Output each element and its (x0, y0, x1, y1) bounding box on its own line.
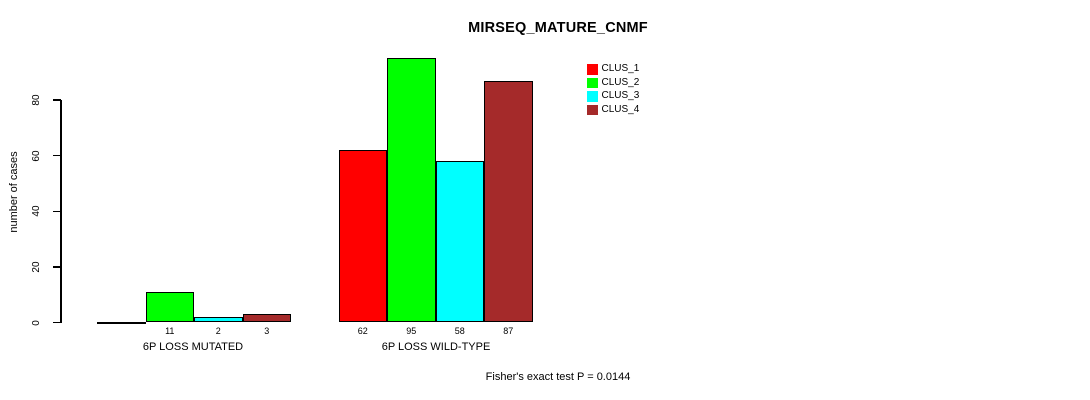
y-tick-label: 40 (31, 205, 42, 217)
bar-value-label: 2 (215, 326, 221, 336)
bar-clus_1 (338, 150, 387, 323)
legend-label: CLUS_2 (601, 76, 640, 88)
bar-clus_3 (194, 316, 243, 323)
category-label: 6P LOSS WILD-TYPE (381, 341, 491, 353)
y-tick-label: 60 (31, 150, 42, 162)
legend-item: CLUS_2 (587, 76, 640, 88)
bar-value-label: 87 (503, 326, 514, 336)
y-axis-label: number of cases (8, 151, 20, 233)
legend: CLUS_1 CLUS_2 CLUS_3 CLUS_4 (587, 63, 640, 118)
bar-value-label: 3 (264, 326, 270, 336)
legend-item: CLUS_1 (587, 63, 640, 75)
y-axis-tick (53, 266, 61, 268)
y-tick-label: 80 (31, 94, 42, 106)
legend-swatch (587, 64, 598, 75)
bar-value-label: 11 (165, 326, 175, 336)
legend-item: CLUS_4 (587, 103, 640, 115)
bar-value-label: 62 (357, 326, 368, 336)
legend-label: CLUS_1 (601, 63, 640, 74)
legend-swatch (587, 104, 598, 115)
legend-swatch (587, 91, 598, 102)
y-axis-tick (53, 154, 61, 157)
bar-clus_4 (484, 80, 533, 323)
y-tick-label: 0 (31, 319, 42, 326)
legend-swatch (587, 77, 598, 88)
chart-title: MIRSEQ_MATURE_CNMF (468, 20, 648, 36)
legend-label: CLUS_3 (601, 90, 640, 101)
y-axis-tick (53, 99, 61, 101)
y-axis-tick (53, 210, 61, 213)
y-tick-label: 20 (31, 261, 42, 273)
bar-value-label: 95 (406, 326, 417, 336)
bar-clus_2 (387, 58, 436, 323)
y-axis-tick (53, 321, 61, 324)
bar-clus_2 (145, 291, 194, 323)
legend-label: CLUS_4 (601, 103, 640, 115)
bar-clus_4 (242, 314, 291, 323)
annotation-text: Fisher's exact test P = 0.0144 (485, 371, 631, 383)
bar-value-label: 58 (454, 326, 465, 336)
bar-clus_3 (435, 161, 484, 323)
bar-clus_1 (97, 321, 146, 324)
category-label: 6P LOSS MUTATED (142, 341, 244, 353)
legend-item: CLUS_3 (587, 90, 640, 102)
